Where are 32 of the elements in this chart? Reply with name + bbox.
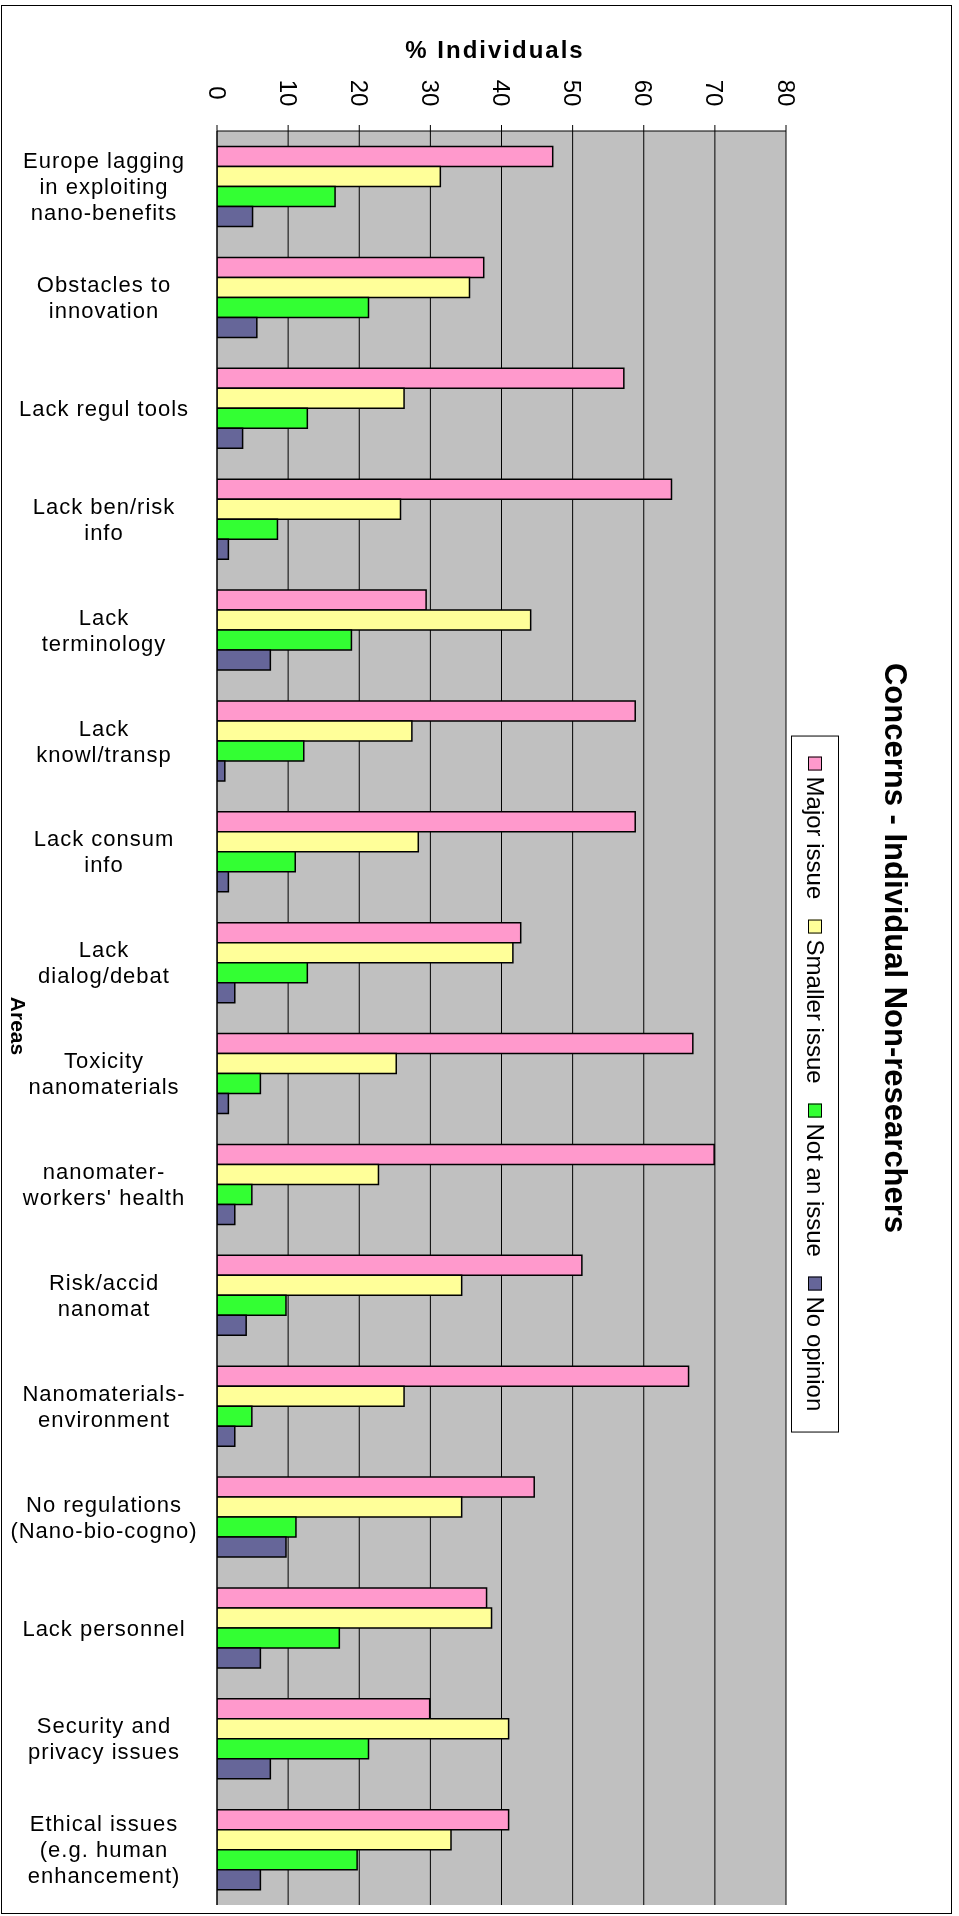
- x-tick-label: 30: [416, 79, 444, 107]
- x-tick-label: 0: [203, 86, 231, 100]
- y-tick-label: Europe lagging in exploiting nano-benefits: [22, 148, 186, 226]
- x-tick-label: 60: [630, 79, 658, 107]
- y-tick-label: Risk/accid nanomat: [48, 1269, 160, 1321]
- y-tick-label: nanomater- workers' health: [21, 1159, 186, 1211]
- y-tick-label: Lack consum info: [33, 826, 175, 878]
- y-tick-label: Toxicity nanomaterials: [28, 1048, 180, 1100]
- legend-label: No opinion: [801, 1296, 829, 1412]
- x-tick-label: 20: [345, 79, 373, 107]
- y-tick-label: Lack terminology: [41, 604, 167, 656]
- legend-label: Smaller issue: [801, 939, 829, 1084]
- y-tick-label: No regulations (Nano-bio-cogno): [10, 1491, 198, 1543]
- y-tick-label: Obstacles to innovation: [36, 272, 172, 324]
- x-tick-label: 10: [274, 79, 302, 107]
- x-axis-title: % Individuals: [405, 36, 585, 64]
- legend-label: Major issue: [801, 776, 829, 900]
- y-tick-label: Security and privacy issues: [27, 1713, 181, 1765]
- y-tick-label: Nanomaterials- environment: [22, 1380, 186, 1432]
- y-tick-label: Lack personnel: [22, 1615, 186, 1641]
- x-tick-label: 80: [772, 79, 800, 107]
- y-axis-title: Areas: [6, 996, 30, 1056]
- text: Concerns - Individual Non-researchers: [877, 662, 913, 1234]
- x-tick-label: 40: [488, 79, 515, 107]
- y-tick-label: Lack dialog/debat: [38, 937, 170, 989]
- legend-label: Not an issue: [801, 1123, 829, 1257]
- y-tick-label: Lack regul tools: [18, 395, 190, 421]
- y-tick-label: Ethical issues (e.g. human enhancement): [27, 1811, 181, 1889]
- y-tick-label: Lack ben/risk info: [32, 493, 176, 545]
- y-tick-label: Lack knowl/transp: [36, 715, 172, 767]
- x-tick-label: 70: [701, 79, 729, 107]
- x-tick-label: 50: [559, 79, 587, 107]
